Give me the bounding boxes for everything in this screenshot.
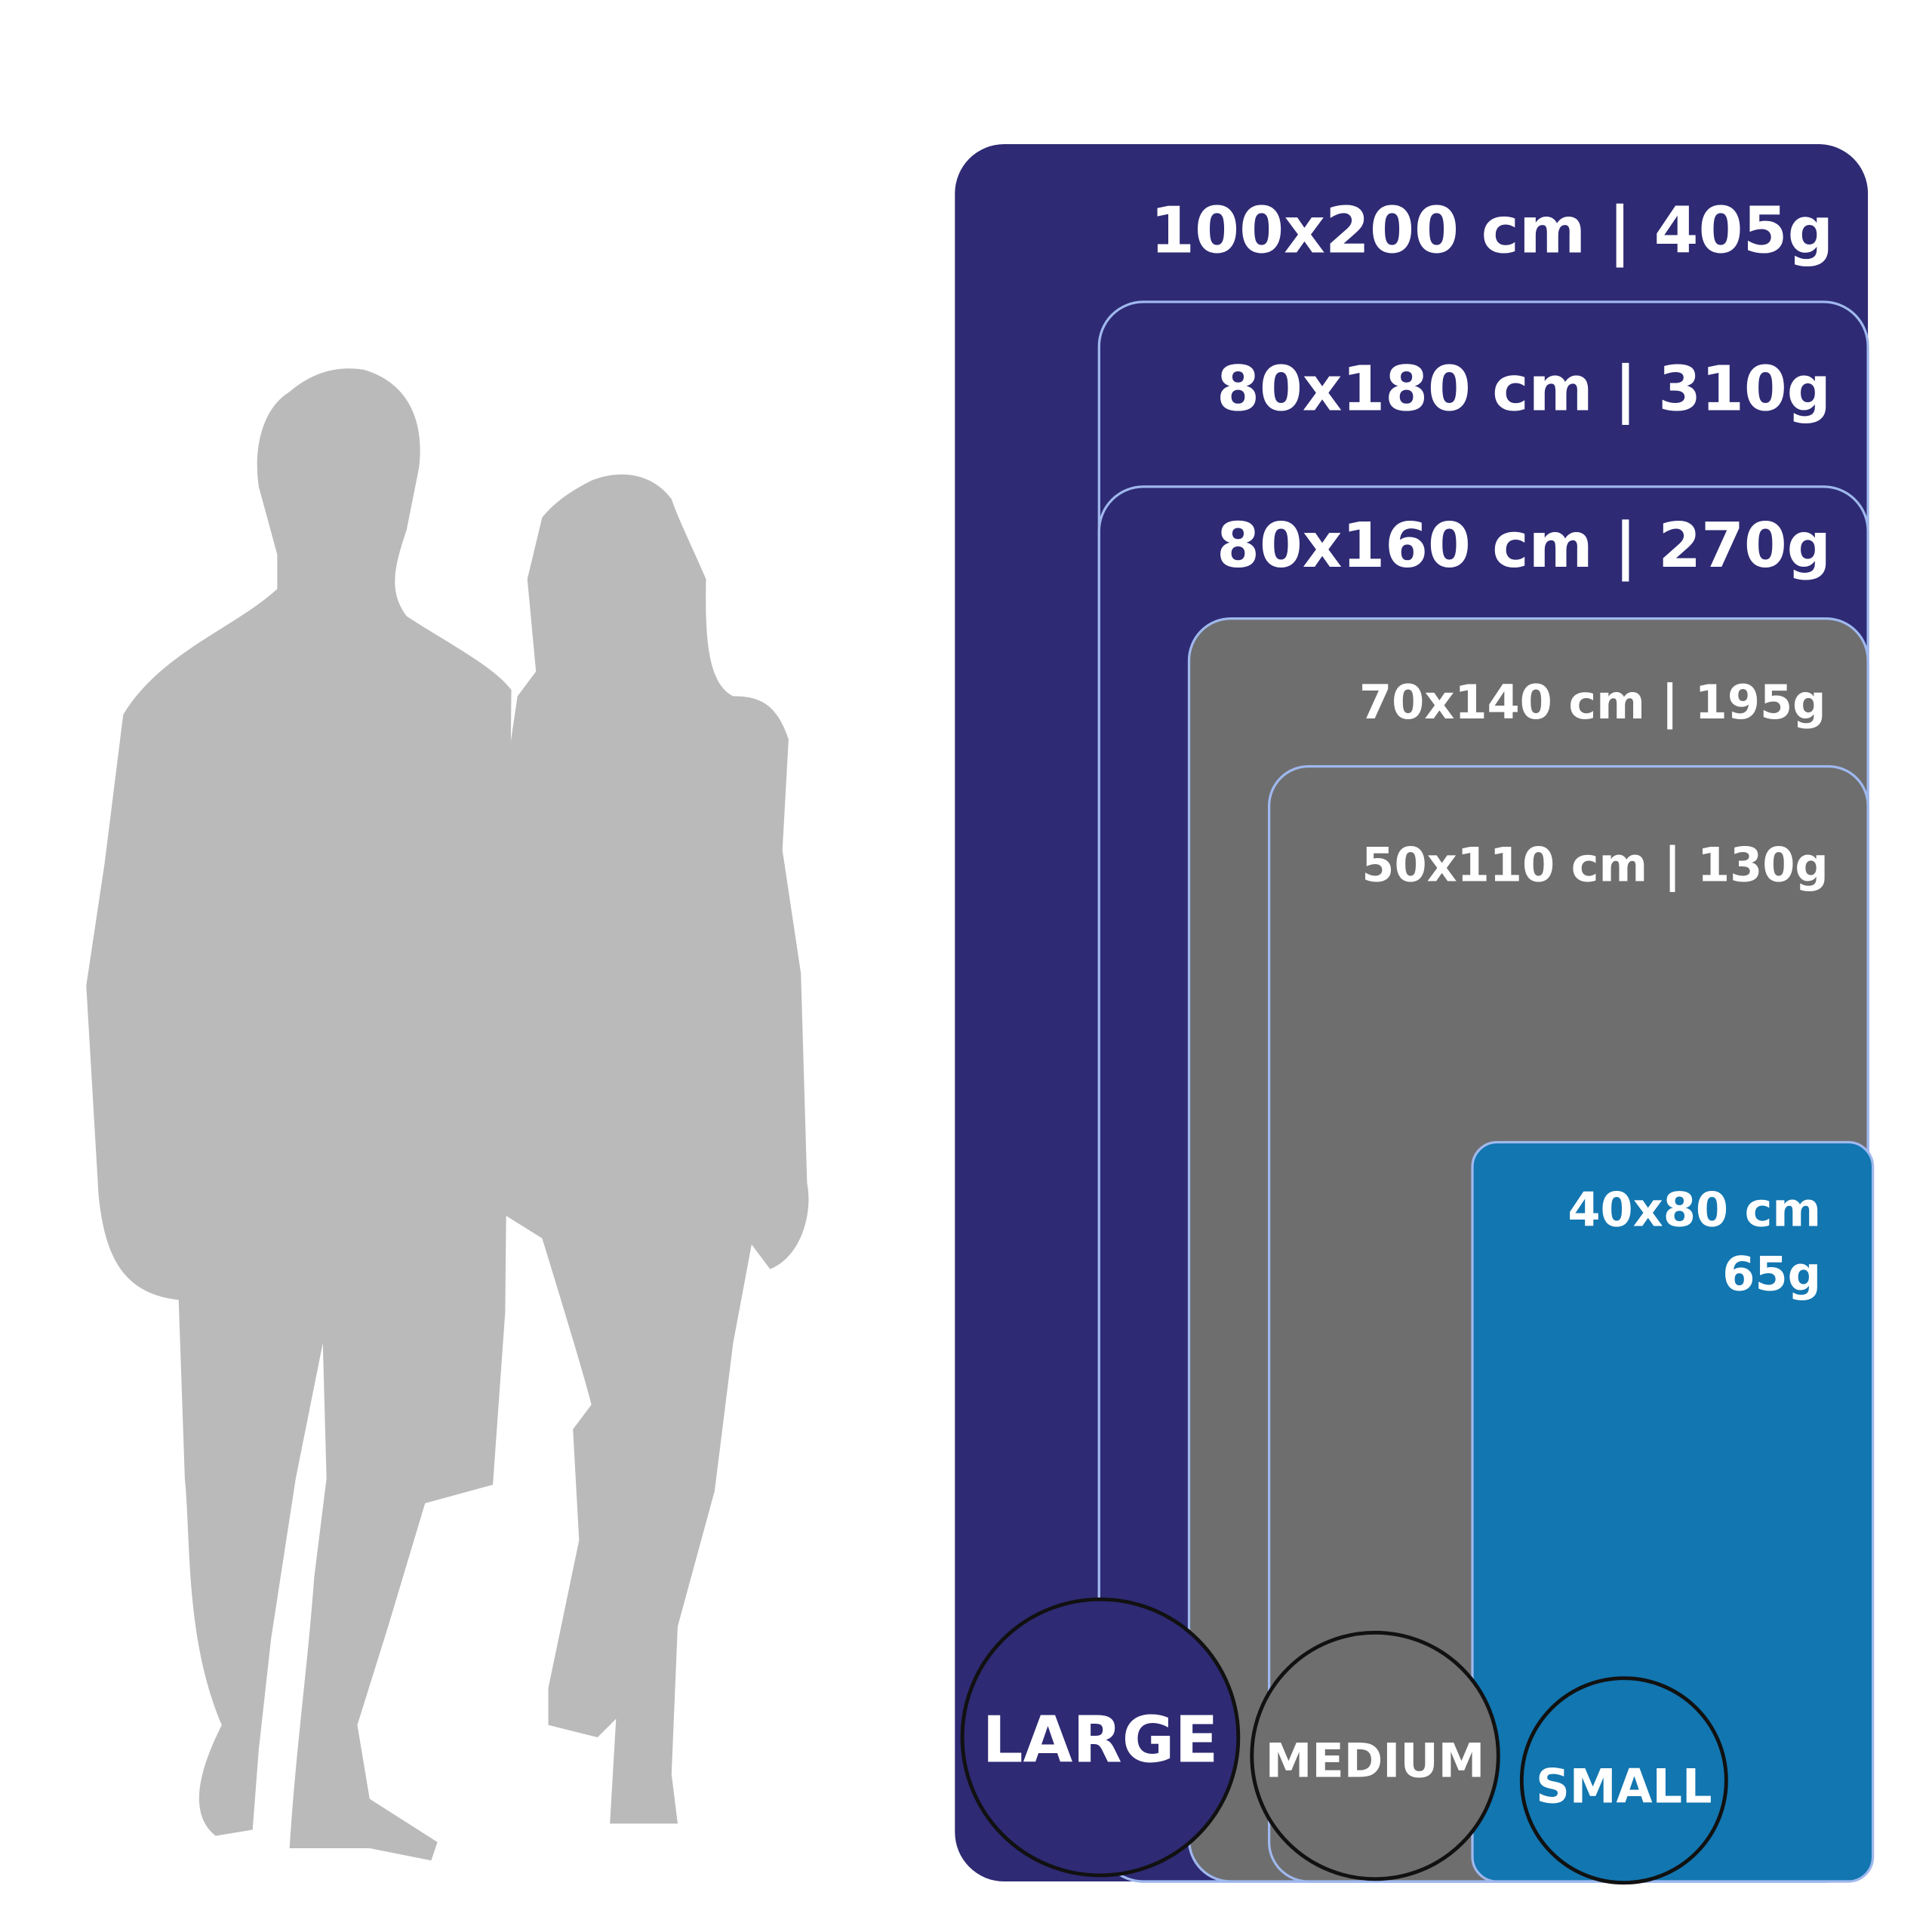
weight-label: 65g [1722,1246,1821,1301]
size-label: 80x180 cm | 310g [1217,354,1831,426]
size-label: 50x110 cm | 130g [1361,837,1829,893]
badge-small [1519,1676,1728,1885]
size-label: 80x160 cm | 270g [1217,510,1831,583]
size-label: 40x80 cm [1567,1182,1821,1237]
silhouettes [86,368,809,1861]
badge-label: SMALL [1536,1759,1712,1814]
badge-medium [1250,1630,1500,1881]
woman-silhouette [490,474,809,1824]
size-label: 100x200 cm | 405g [1150,194,1833,269]
badge-large [960,1597,1241,1878]
badge-label: LARGE [983,1703,1219,1778]
badge-label: MEDIUM [1266,1733,1485,1788]
size-label: 70x140 cm | 195g [1359,675,1826,731]
badges: LARGE MEDIUM SMALL [960,1597,1728,1885]
man-silhouette [86,368,512,1861]
